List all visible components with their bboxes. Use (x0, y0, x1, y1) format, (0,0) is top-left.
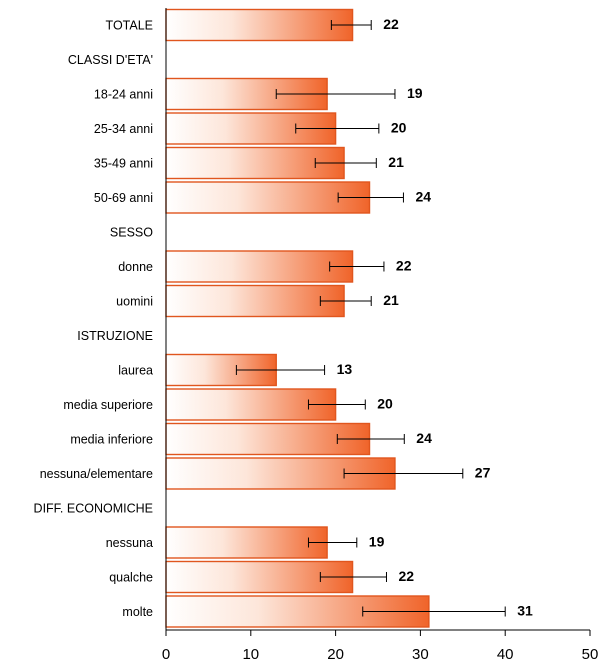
x-axis: 0 10 20 30 40 50 (162, 8, 599, 663)
category-label: 35-49 anni (94, 157, 153, 171)
category-label: 18-24 anni (94, 88, 153, 102)
bar (165, 8, 354, 42)
category-label: media inferiore (70, 433, 153, 447)
error-bar (307, 399, 366, 410)
error-bar (362, 606, 506, 617)
error-bar (295, 123, 380, 134)
error-bar (319, 572, 387, 582)
x-tick-label: 30 (412, 646, 429, 663)
value-label: 22 (383, 16, 399, 32)
category-label: qualche (109, 571, 153, 585)
category-label: molte (122, 605, 153, 619)
bar (165, 250, 354, 283)
group-header-label: DIFF. ECONOMICHE (34, 502, 153, 516)
x-tick-label: 40 (497, 646, 514, 663)
group-header-label: CLASSI D'ETA' (68, 53, 153, 67)
category-label: TOTALE (106, 19, 153, 33)
x-tick-label: 0 (162, 646, 170, 663)
value-label: 27 (475, 465, 491, 481)
x-tick-label: 20 (327, 646, 344, 663)
category-label: 25-34 anni (94, 122, 153, 136)
category-label: 50-69 anni (94, 191, 153, 205)
bar (165, 181, 371, 214)
category-label: nessuna/elementare (40, 467, 153, 481)
group-header-label: SESSO (110, 226, 153, 240)
category-label: donne (118, 260, 153, 274)
x-tick-label: 50 (582, 646, 599, 663)
category-label: uomini (116, 295, 153, 309)
value-label: 19 (369, 534, 385, 550)
error-bar (275, 89, 396, 99)
x-tick-label: 10 (242, 646, 259, 663)
error-bar (336, 434, 405, 444)
bar (165, 284, 345, 318)
error-bar (307, 537, 358, 548)
error-bar (330, 20, 372, 30)
group-header-label: ISTRUZIONE (77, 329, 153, 343)
category-label: laurea (118, 364, 153, 378)
value-label: 21 (388, 154, 404, 170)
value-label: 24 (416, 430, 432, 446)
error-bar (314, 158, 377, 168)
value-label: 22 (398, 568, 414, 584)
error-bar (343, 468, 464, 479)
value-label: 20 (391, 120, 407, 136)
error-bar (337, 192, 404, 203)
value-label: 20 (377, 396, 393, 412)
bar (165, 146, 345, 180)
value-label: 22 (396, 258, 412, 274)
error-bar (235, 365, 326, 375)
value-label: 31 (517, 603, 533, 619)
value-label: 19 (407, 85, 423, 101)
value-label: 24 (415, 189, 431, 205)
error-bar (319, 296, 372, 306)
plot-area: TOTALE 22 CLASSI D'ETA' 18-24 anni 19 25-34 a… (34, 8, 533, 628)
category-label: nessuna (106, 536, 153, 550)
bar (165, 388, 337, 421)
value-label: 21 (383, 292, 399, 308)
bar (165, 526, 328, 559)
error-bar (329, 261, 385, 272)
value-label: 13 (337, 361, 353, 377)
category-label: media superiore (63, 398, 153, 412)
